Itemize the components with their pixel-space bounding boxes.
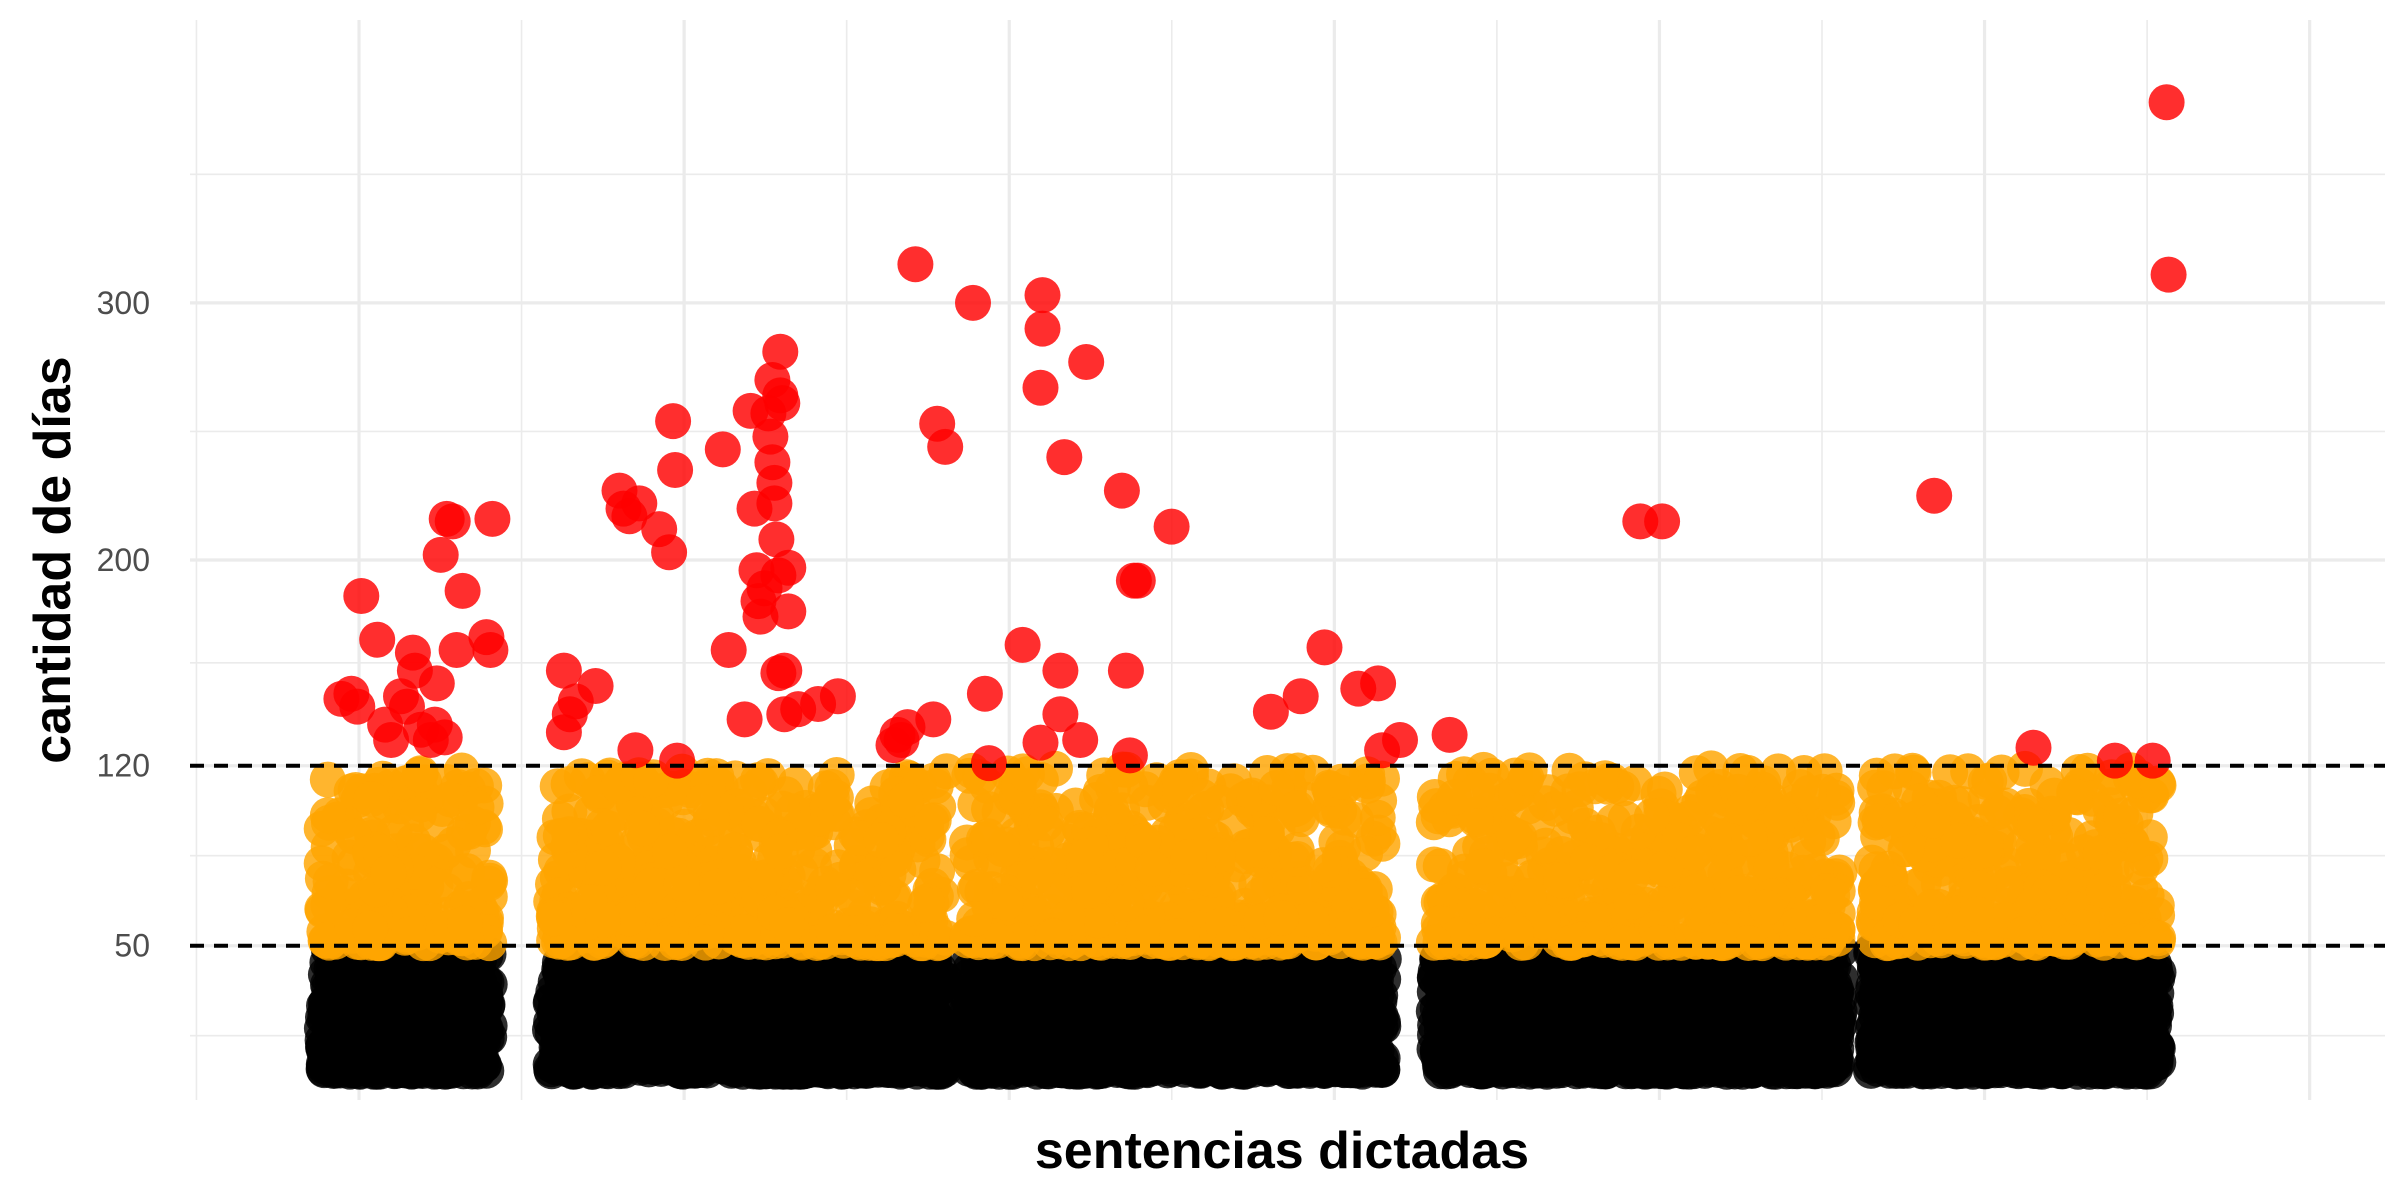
data-point bbox=[400, 1040, 436, 1077]
data-point bbox=[1425, 1033, 1462, 1070]
data-point bbox=[705, 1040, 742, 1077]
data-point bbox=[403, 967, 440, 1004]
data-point bbox=[1317, 1050, 1354, 1087]
data-point bbox=[1337, 1013, 1374, 1049]
data-point bbox=[699, 960, 736, 997]
data-point bbox=[341, 1053, 378, 1090]
data-point bbox=[1113, 1038, 1150, 1075]
data-point bbox=[961, 1042, 998, 1079]
data-point bbox=[1215, 987, 1252, 1024]
data-point bbox=[606, 1027, 643, 1064]
data-point bbox=[322, 1023, 358, 1060]
data-point bbox=[1765, 1019, 1801, 1056]
data-points bbox=[303, 84, 2187, 1090]
data-point bbox=[457, 956, 494, 993]
data-point bbox=[1192, 1030, 1229, 1067]
data-point bbox=[1547, 1022, 1584, 1059]
data-point bbox=[903, 1047, 940, 1084]
data-point bbox=[1813, 1039, 1850, 1076]
data-point bbox=[1462, 1053, 1499, 1090]
data-point bbox=[1156, 995, 1193, 1032]
data-point bbox=[397, 997, 434, 1034]
data-point bbox=[711, 996, 748, 1033]
data-point bbox=[456, 1005, 493, 1042]
data-point bbox=[1053, 974, 1090, 1011]
data-point bbox=[1606, 1039, 1643, 1076]
data-point bbox=[816, 976, 853, 1013]
data-point bbox=[1258, 1002, 1295, 1039]
data-point bbox=[750, 1051, 787, 1088]
data-point bbox=[1303, 994, 1339, 1031]
data-point bbox=[1703, 979, 1740, 1016]
data-point bbox=[568, 1014, 605, 1051]
data-point bbox=[1512, 1035, 1549, 1072]
data-point bbox=[359, 1004, 395, 1041]
data-point bbox=[1810, 982, 1847, 1019]
data-point bbox=[1075, 1037, 1112, 1074]
data-point bbox=[676, 997, 712, 1034]
data-point bbox=[1349, 1049, 1386, 1086]
data-point bbox=[533, 983, 570, 1019]
data-point bbox=[903, 980, 940, 1017]
data-point bbox=[974, 997, 1011, 1034]
data-point bbox=[867, 1036, 904, 1073]
data-point bbox=[1638, 987, 1675, 1024]
data-point bbox=[366, 965, 403, 1002]
data-point bbox=[650, 959, 687, 996]
data-point bbox=[839, 1010, 876, 1047]
data-point bbox=[1446, 1003, 1483, 1040]
data-point bbox=[608, 966, 645, 1003]
data-point bbox=[1666, 1053, 1703, 1090]
data-point bbox=[1099, 968, 1136, 1005]
data-point bbox=[1265, 1046, 1302, 1083]
data-point bbox=[638, 1005, 675, 1042]
data-point bbox=[762, 995, 799, 1032]
